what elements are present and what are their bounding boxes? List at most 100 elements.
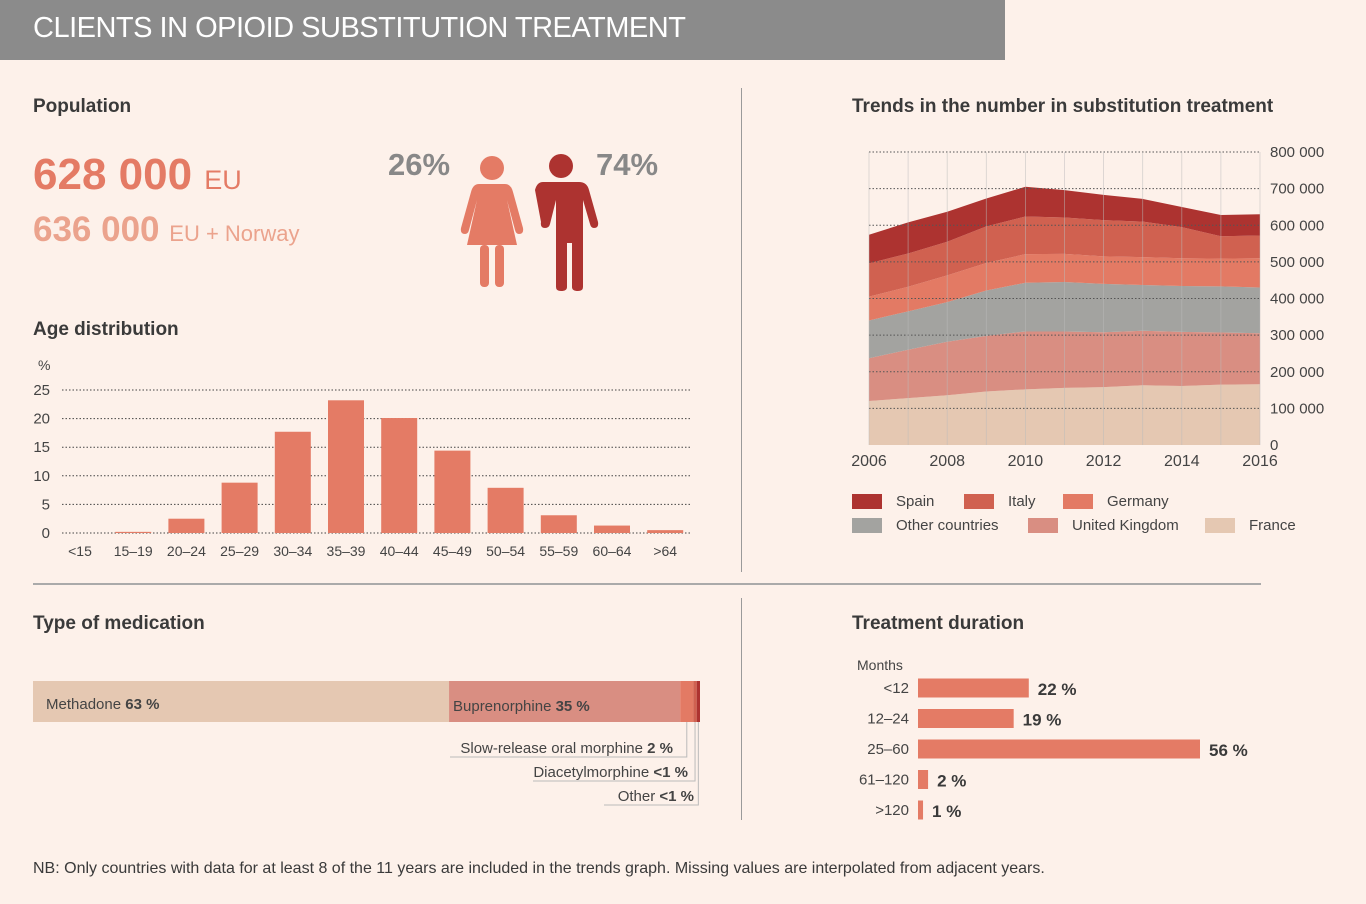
category-label: <12	[884, 680, 909, 697]
category-label: 25–60	[867, 741, 909, 758]
footnote: NB: Only countries with data for at leas…	[33, 860, 1045, 877]
callout-line	[533, 722, 696, 782]
segment-diacetylmorphine	[693, 681, 697, 722]
category-label: 61–120	[859, 772, 909, 789]
y-tick-label: 300 000	[1270, 327, 1324, 344]
bar-15–19	[115, 531, 152, 533]
y-tick-label: 15	[33, 439, 50, 456]
y-tick-label: 500 000	[1270, 254, 1324, 271]
trends-chart-title: Trends in the number in substitution tre…	[852, 96, 1274, 117]
y-tick-label: 10	[33, 468, 50, 485]
legend-swatch	[1028, 518, 1058, 533]
callout-label: Other <1 %	[618, 788, 694, 805]
x-tick-label: 2010	[1008, 453, 1044, 470]
x-tick-label: 2006	[851, 453, 887, 470]
eu-label: EU	[204, 165, 242, 195]
x-tick-label: 15–19	[114, 543, 153, 559]
bar-20–24	[168, 518, 205, 533]
eu-value: 628 000	[33, 150, 193, 199]
legend-label: Germany	[1107, 493, 1169, 510]
value-buprenorphine: 35 %	[556, 698, 590, 715]
x-tick-label: 55–59	[539, 543, 578, 559]
x-tick-label: 2014	[1164, 453, 1200, 470]
population-title: Population	[33, 96, 132, 117]
legend-item: Italy	[964, 493, 1036, 510]
area-germany	[869, 253, 1260, 321]
age-distribution-chart: % 0 5 10 15 20 25 <15 15–19 20–24 25–29 30–34 35–39 4…	[33, 357, 692, 559]
segment-buprenorphine	[449, 681, 681, 722]
category-label: 12–24	[867, 711, 909, 728]
duration-title: Treatment duration	[852, 613, 1025, 634]
callout-line	[604, 722, 699, 806]
y-tick-label: 700 000	[1270, 181, 1324, 198]
legend-swatch	[964, 494, 994, 509]
bar-25–60	[918, 739, 1200, 759]
area-spain	[869, 186, 1260, 264]
callout-label: Slow-release oral morphine 2 %	[460, 740, 673, 757]
value-label: 22 %	[1038, 680, 1077, 699]
y-tick-label: 0	[42, 525, 50, 542]
eu-population: 628 000 EU	[33, 150, 242, 200]
legend-label: United Kingdom	[1072, 517, 1179, 534]
eu-norway-population: 636 000 EU + Norway	[33, 210, 299, 250]
y-axis-unit: Months	[857, 657, 903, 673]
legend-swatch	[1063, 494, 1093, 509]
segment-other	[696, 681, 700, 722]
y-tick-label: 20	[33, 411, 50, 428]
legend-item: United Kingdom	[1028, 517, 1179, 534]
segment-methadone	[33, 681, 450, 722]
legend-label: France	[1249, 517, 1296, 534]
legend-label: Italy	[1008, 493, 1036, 510]
bar-40–44	[381, 418, 418, 533]
bar-<12	[918, 678, 1029, 698]
y-tick-label: 800 000	[1270, 144, 1324, 161]
legend-item: Other countries	[852, 517, 999, 534]
value-label: 56 %	[1209, 741, 1248, 760]
category-label: >120	[875, 802, 909, 819]
x-tick-label: 30–34	[273, 543, 312, 559]
y-tick-label: 600 000	[1270, 217, 1324, 234]
y-tick-label: 400 000	[1270, 291, 1324, 308]
medication-title: Type of medication	[33, 613, 205, 634]
page-title: CLIENTS IN OPIOID SUBSTITUTION TREATMENT	[33, 12, 686, 44]
bar-45–49	[434, 450, 471, 533]
value-methadone: 63 %	[125, 696, 159, 713]
area-italy	[869, 216, 1260, 297]
y-tick-label: 0	[1270, 437, 1278, 454]
segment-slow-release-oral-morphine	[680, 681, 694, 722]
x-tick-label: <15	[68, 543, 92, 559]
eu-norway-value: 636 000	[33, 210, 160, 249]
legend-item: Germany	[1063, 493, 1169, 510]
legend-swatch	[1205, 518, 1235, 533]
callout-value: <1 %	[653, 764, 688, 781]
x-tick-label: >64	[653, 543, 677, 559]
header-banner	[0, 0, 1005, 60]
divider-vertical-top	[741, 88, 742, 572]
value-label: 19 %	[1023, 711, 1062, 730]
bar-50–54	[487, 487, 524, 533]
value-label: 2 %	[937, 772, 966, 791]
y-tick-label: 5	[42, 496, 50, 513]
legend-swatch	[852, 494, 882, 509]
callout-value: <1 %	[659, 788, 694, 805]
callout-line	[450, 722, 688, 758]
bar-30–34	[274, 431, 311, 533]
bar-55–59	[540, 515, 577, 533]
x-tick-label: 2012	[1086, 453, 1122, 470]
trends-area-chart: 0 100 000 200 000 300 000 400 000 500 000 600 …	[851, 144, 1324, 470]
male-percent: 74%	[596, 147, 659, 182]
y-tick-label: 100 000	[1270, 400, 1324, 417]
x-tick-label: 2016	[1242, 453, 1278, 470]
bar-12–24	[918, 709, 1014, 728]
callout-value: 2 %	[647, 740, 673, 757]
value-label: 1 %	[932, 802, 961, 821]
bar->120	[918, 800, 924, 820]
callout-label: Diacetylmorphine <1 %	[533, 764, 688, 781]
age-chart-title: Age distribution	[33, 319, 179, 340]
x-tick-label: 40–44	[380, 543, 419, 559]
x-tick-label: 2008	[929, 453, 965, 470]
divider-horizontal	[33, 583, 1261, 585]
bar-60–64	[594, 525, 630, 533]
female-percent: 26%	[388, 147, 451, 182]
